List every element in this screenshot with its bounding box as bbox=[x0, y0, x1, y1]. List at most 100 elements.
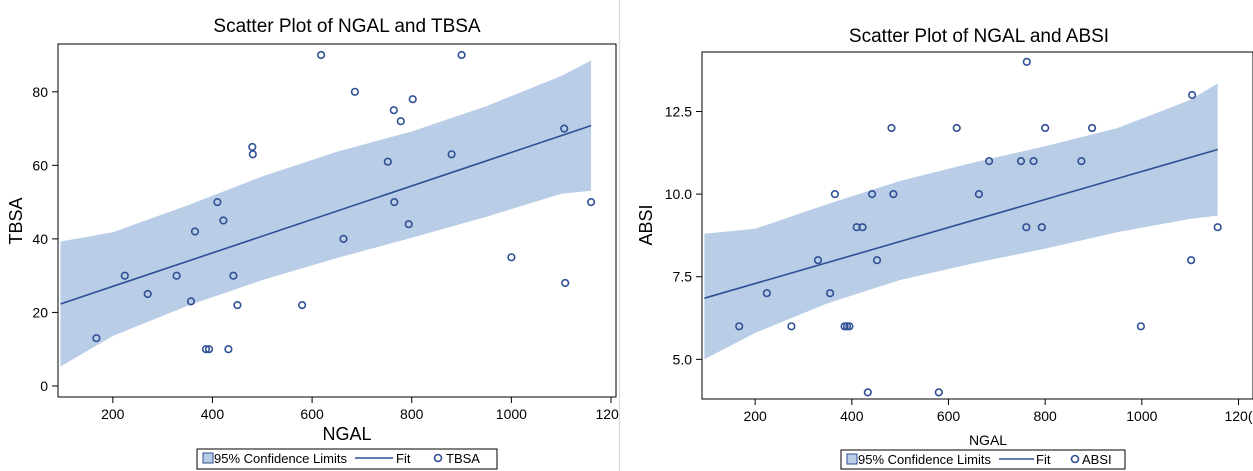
x-tick-label: 200 bbox=[101, 406, 125, 422]
chart-title: Scatter Plot of NGAL and TBSA bbox=[213, 16, 481, 37]
plot-frame bbox=[701, 51, 1253, 400]
data-point bbox=[952, 123, 961, 133]
data-point bbox=[507, 253, 516, 262]
data-point bbox=[1186, 256, 1196, 265]
data-point bbox=[248, 142, 257, 152]
data-point bbox=[1016, 157, 1026, 166]
data-point bbox=[872, 256, 882, 265]
data-point bbox=[350, 87, 360, 96]
data-point bbox=[317, 50, 326, 60]
data-point bbox=[233, 301, 242, 310]
scatter-chart-absi: Scatter Plot of NGAL and ABSI 200 400 600 8… bbox=[636, 26, 1253, 470]
fit-line bbox=[704, 148, 1218, 299]
data-point bbox=[120, 271, 129, 280]
x-axis-label: NGAL bbox=[322, 424, 371, 444]
data-point bbox=[186, 297, 196, 306]
data-point bbox=[190, 227, 200, 236]
chart-panel-tbsa: Scatter Plot of NGAL and TBSA 200 400 600 8… bbox=[0, 0, 620, 471]
data-point bbox=[762, 289, 771, 298]
y-tick-label: 20 bbox=[32, 304, 48, 320]
data-point bbox=[889, 190, 898, 199]
data-point bbox=[204, 345, 214, 354]
chart-title: Scatter Plot of NGAL and ABSI bbox=[849, 26, 1109, 47]
data-point bbox=[586, 198, 596, 207]
x-tick-label: 1000 bbox=[496, 406, 527, 422]
data-point bbox=[396, 117, 405, 126]
fit-line bbox=[60, 124, 592, 305]
y-tick-label: 7.5 bbox=[673, 269, 693, 285]
data-point bbox=[201, 345, 211, 354]
x-tick-label: 400 bbox=[840, 408, 864, 424]
data-point bbox=[389, 106, 398, 115]
data-point bbox=[447, 150, 456, 159]
data-point bbox=[92, 334, 101, 343]
y-tick-label: 10.0 bbox=[665, 186, 692, 202]
data-point bbox=[1029, 157, 1038, 166]
x-tick-label: 600 bbox=[300, 406, 324, 422]
data-point bbox=[390, 198, 399, 207]
data-point bbox=[1077, 157, 1086, 166]
x-tick-label: 800 bbox=[400, 406, 424, 422]
data-point bbox=[172, 271, 181, 280]
data-point bbox=[224, 345, 233, 354]
y-tick-label: 60 bbox=[32, 157, 48, 173]
data-point bbox=[1213, 223, 1222, 232]
y-tick-label: 80 bbox=[32, 84, 48, 100]
legend-point-marker bbox=[433, 453, 443, 463]
data-point bbox=[1022, 57, 1031, 67]
x-tick-label: 800 bbox=[1033, 408, 1057, 424]
legend-band-swatch bbox=[846, 453, 858, 465]
data-point bbox=[561, 278, 570, 288]
legend-point-label: ABSI bbox=[1082, 452, 1112, 467]
y-axis-label: ABSI bbox=[636, 204, 656, 245]
data-point bbox=[830, 190, 839, 199]
data-point bbox=[1037, 223, 1046, 232]
legend-fit-label: Fit bbox=[396, 451, 411, 466]
x-tick-label: 120( bbox=[1224, 408, 1252, 424]
plot-frame bbox=[57, 43, 617, 398]
data-point bbox=[1041, 123, 1050, 133]
data-point bbox=[1136, 322, 1146, 331]
x-tick-label: 1000 bbox=[1126, 408, 1157, 424]
scatter-chart-tbsa: Scatter Plot of NGAL and TBSA 200 400 600 8… bbox=[6, 16, 619, 470]
data-point bbox=[1088, 123, 1097, 133]
x-axis-label: NGAL bbox=[969, 432, 1007, 448]
legend-band-swatch bbox=[202, 452, 214, 464]
chart-panel-absi: Scatter Plot of NGAL and ABSI 200 400 600 8… bbox=[635, 0, 1253, 471]
legend-point-label: TBSA bbox=[446, 451, 480, 466]
data-point bbox=[868, 190, 877, 199]
data-point bbox=[813, 256, 823, 265]
legend-box bbox=[840, 449, 1126, 470]
data-point bbox=[974, 190, 984, 199]
data-point bbox=[934, 388, 943, 397]
legend-fit-label: Fit bbox=[1036, 452, 1051, 467]
data-point bbox=[248, 150, 257, 159]
x-tick-label: 400 bbox=[201, 406, 225, 422]
data-point bbox=[826, 289, 835, 298]
legend-point-marker bbox=[1070, 454, 1080, 464]
data-point bbox=[339, 234, 348, 243]
data-point bbox=[213, 198, 222, 207]
data-point bbox=[858, 223, 867, 232]
data-point bbox=[845, 322, 854, 331]
data-point bbox=[408, 95, 417, 104]
data-point bbox=[383, 157, 392, 166]
data-point bbox=[457, 50, 466, 60]
data-point bbox=[404, 220, 413, 229]
y-tick-label: 5.0 bbox=[673, 351, 693, 367]
data-point bbox=[143, 289, 152, 299]
data-point bbox=[298, 301, 307, 310]
y-tick-label: 40 bbox=[32, 231, 48, 247]
confidence-band bbox=[60, 60, 592, 367]
data-point bbox=[1022, 223, 1031, 232]
data-point bbox=[560, 124, 569, 133]
confidence-band bbox=[704, 83, 1218, 360]
y-axis-label: TBSA bbox=[6, 197, 26, 244]
y-tick-label: 12.5 bbox=[665, 103, 692, 119]
data-point bbox=[985, 157, 994, 166]
data-point bbox=[887, 123, 896, 133]
legend-box bbox=[196, 448, 498, 470]
legend-band-label: 95% Confidence Limits bbox=[214, 451, 347, 466]
data-point bbox=[735, 322, 744, 331]
